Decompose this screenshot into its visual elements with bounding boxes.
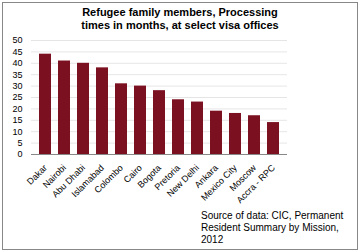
svg-text:Dakar: Dakar bbox=[24, 162, 49, 187]
svg-text:15: 15 bbox=[12, 115, 22, 125]
svg-text:Nairobi: Nairobi bbox=[40, 162, 68, 190]
svg-text:30: 30 bbox=[12, 81, 22, 91]
svg-text:Moscow: Moscow bbox=[227, 162, 258, 194]
svg-text:0: 0 bbox=[17, 149, 22, 159]
svg-text:Abu Dhabi: Abu Dhabi bbox=[50, 162, 87, 200]
svg-text:Ankara: Ankara bbox=[192, 162, 220, 190]
html-text:Refugee family members, Proces: Refugee family members, Processing times… bbox=[81, 6, 279, 31]
svg-text:50: 50 bbox=[12, 35, 22, 45]
svg-text:Bogota: Bogota bbox=[135, 162, 163, 190]
svg-text:20: 20 bbox=[12, 104, 22, 114]
svg-text:45: 45 bbox=[12, 47, 22, 57]
svg-text:5: 5 bbox=[17, 138, 22, 148]
svg-text:10: 10 bbox=[12, 127, 22, 137]
html-text:Source of data: CIC, Permanent: Source of data: CIC, Permanent Resident … bbox=[201, 210, 344, 245]
svg-text:35: 35 bbox=[12, 70, 22, 80]
svg-text:Pretoria: Pretoria bbox=[152, 162, 182, 193]
svg-text:Accra - RPC: Accra - RPC bbox=[235, 162, 278, 205]
svg-text:Islamabad: Islamabad bbox=[69, 162, 106, 200]
svg-text:25: 25 bbox=[12, 92, 22, 102]
svg-text:40: 40 bbox=[12, 58, 22, 68]
svg-text:New Delhi: New Delhi bbox=[164, 162, 201, 199]
svg-text:Mexico City: Mexico City bbox=[199, 162, 239, 203]
svg-text:Cairo: Cairo bbox=[121, 162, 144, 185]
svg-text:Colombo: Colombo bbox=[92, 163, 125, 196]
